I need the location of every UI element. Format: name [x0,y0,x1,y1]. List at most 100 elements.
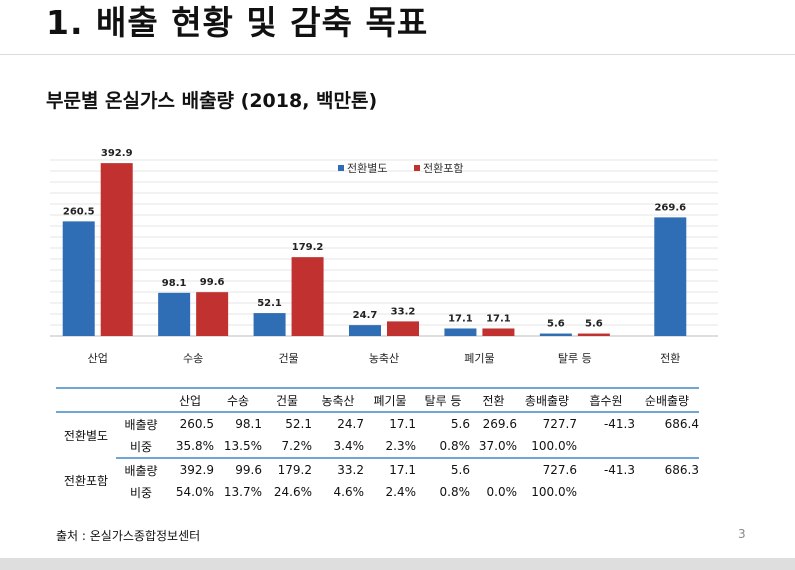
category-label: 전환 [660,352,680,365]
table-cell: 4.6% [333,485,365,499]
table-header-cell [56,387,116,413]
title-divider [0,54,795,55]
table-cell: 260.5 [179,417,214,431]
table-cell: 0.8% [416,435,470,459]
table-header-row: 산업 수송 건물 농축산 폐기물 탈루 등 전환 총배출량 흡수원 순배출량 [56,387,699,413]
bar-전환포함 [196,292,229,336]
data-label: 5.6 [547,319,565,330]
table-cell: 727.7 [542,417,577,431]
data-label: 17.1 [486,313,511,324]
table-header-cell: 건물 [262,387,312,413]
source-note: 출처 : 온실가스종합정보센터 [56,529,201,543]
legend-swatch [414,165,420,171]
bar-전환포함 [100,163,133,336]
table-row: 전환포함 배출량 392.9 99.6 179.2 33.2 17.1 5.6 … [56,458,699,488]
page-number: 3 [738,527,746,541]
table-cell [577,481,635,503]
table-cell: 24.7 [337,417,364,431]
table-cell: 13.7% [223,485,262,499]
table-header-cell: 탈루 등 [416,387,470,413]
data-label: 98.1 [162,278,187,289]
table-cell: 5.6 [450,417,470,431]
bar-전환별도 [654,217,687,336]
table-cell: 17.1 [389,417,416,431]
table-cell: -41.3 [603,463,635,477]
data-label: 52.1 [257,298,282,309]
table-header-cell: 흡수원 [577,387,635,413]
table-header-cell: 총배출량 [517,387,577,413]
table-row: 비중 35.8% 13.5% 7.2% 3.4% 2.3% 0.8% 37.0%… [56,435,699,459]
table-row-label: 비중 [116,435,166,459]
table-cell: 686.3 [664,463,699,477]
bar-전환별도 [539,333,572,336]
bar-전환별도 [444,328,477,336]
category-label: 농축산 [369,352,399,365]
table-row: 전환별도 배출량 260.5 98.1 52.1 24.7 17.1 5.6 2… [56,412,699,443]
table-header-cell: 폐기물 [364,387,416,413]
table-cell: 37.0% [470,435,517,459]
table-cell [635,481,699,503]
legend-label: 전환별도 [347,162,387,175]
table-row-label: 배출량 [124,463,158,478]
bar-전환별도 [349,325,381,336]
table-cell: 269.6 [482,417,517,431]
table-cell: 54.0% [175,485,214,499]
data-label: 5.6 [585,319,603,330]
table-group-label: 전환포함 [63,474,109,488]
table-header-cell [116,387,166,413]
bar-전환포함 [291,257,324,336]
chart-title: 부문별 온실가스 배출량 (2018, 백만톤) [46,90,378,112]
emissions-bar-chart: 260.5 392.9 산업 98.1 99.6 수송 52.1 179.2 건물 24.7 33.… [50,148,718,365]
table-cell: 99.6 [235,463,262,477]
table-cell [635,435,699,459]
category-label: 산업 [88,352,108,365]
data-label: 179.2 [292,242,324,253]
table-cell [470,458,517,481]
bar-전환별도 [158,292,191,336]
bar-전환포함 [387,321,419,336]
category-label: 탈루 등 [558,352,592,365]
data-label: 33.2 [391,306,416,317]
table-row: 비중 54.0% 13.7% 24.6% 4.6% 2.4% 0.8% 0.0%… [56,481,699,503]
table-cell: 33.2 [337,463,364,477]
bottom-band [0,558,795,570]
emissions-table: 산업 수송 건물 농축산 폐기물 탈루 등 전환 총배출량 흡수원 순배출량 전… [56,387,699,503]
table-cell: 35.8% [166,435,214,459]
table-cell: 5.6 [450,463,470,477]
data-label: 269.6 [654,202,686,213]
table-cell: 0.8% [439,485,471,499]
table-cell: 686.4 [664,417,699,431]
table-cell: 727.6 [542,463,577,477]
table-cell: 24.6% [273,485,312,499]
table-header-cell: 순배출량 [635,387,699,413]
table-cell [577,435,635,459]
category-label: 수송 [183,352,203,365]
table-cell: 2.3% [364,435,416,459]
table-row-label: 비중 [129,485,153,500]
bar-전환포함 [577,333,610,336]
legend-swatch [338,165,344,171]
table-cell: 2.4% [385,485,417,499]
table-header-cell: 전환 [470,387,517,413]
table-cell: 98.1 [235,417,262,431]
table-cell: 100.0% [517,435,577,459]
table-cell: 3.4% [312,435,364,459]
data-label: 99.6 [200,277,225,288]
table-row-label: 배출량 [124,417,158,432]
table-cell: 100.0% [531,485,577,499]
table-header-cell: 농축산 [312,387,364,413]
table-cell: 13.5% [214,435,262,459]
table-group-label: 전환별도 [63,429,109,443]
data-label: 260.5 [63,206,95,217]
data-label: 392.9 [101,148,133,159]
bar-전환별도 [253,313,286,336]
data-label: 17.1 [448,313,473,324]
legend-label: 전환포함 [423,162,463,175]
table-cell: 17.1 [389,463,416,477]
table-cell: 7.2% [262,435,312,459]
table-cell: 179.2 [277,463,312,477]
category-label: 폐기물 [464,352,494,365]
table-cell: 392.9 [179,463,214,477]
table-header-cell: 수송 [214,387,262,413]
table-cell: 52.1 [285,417,312,431]
